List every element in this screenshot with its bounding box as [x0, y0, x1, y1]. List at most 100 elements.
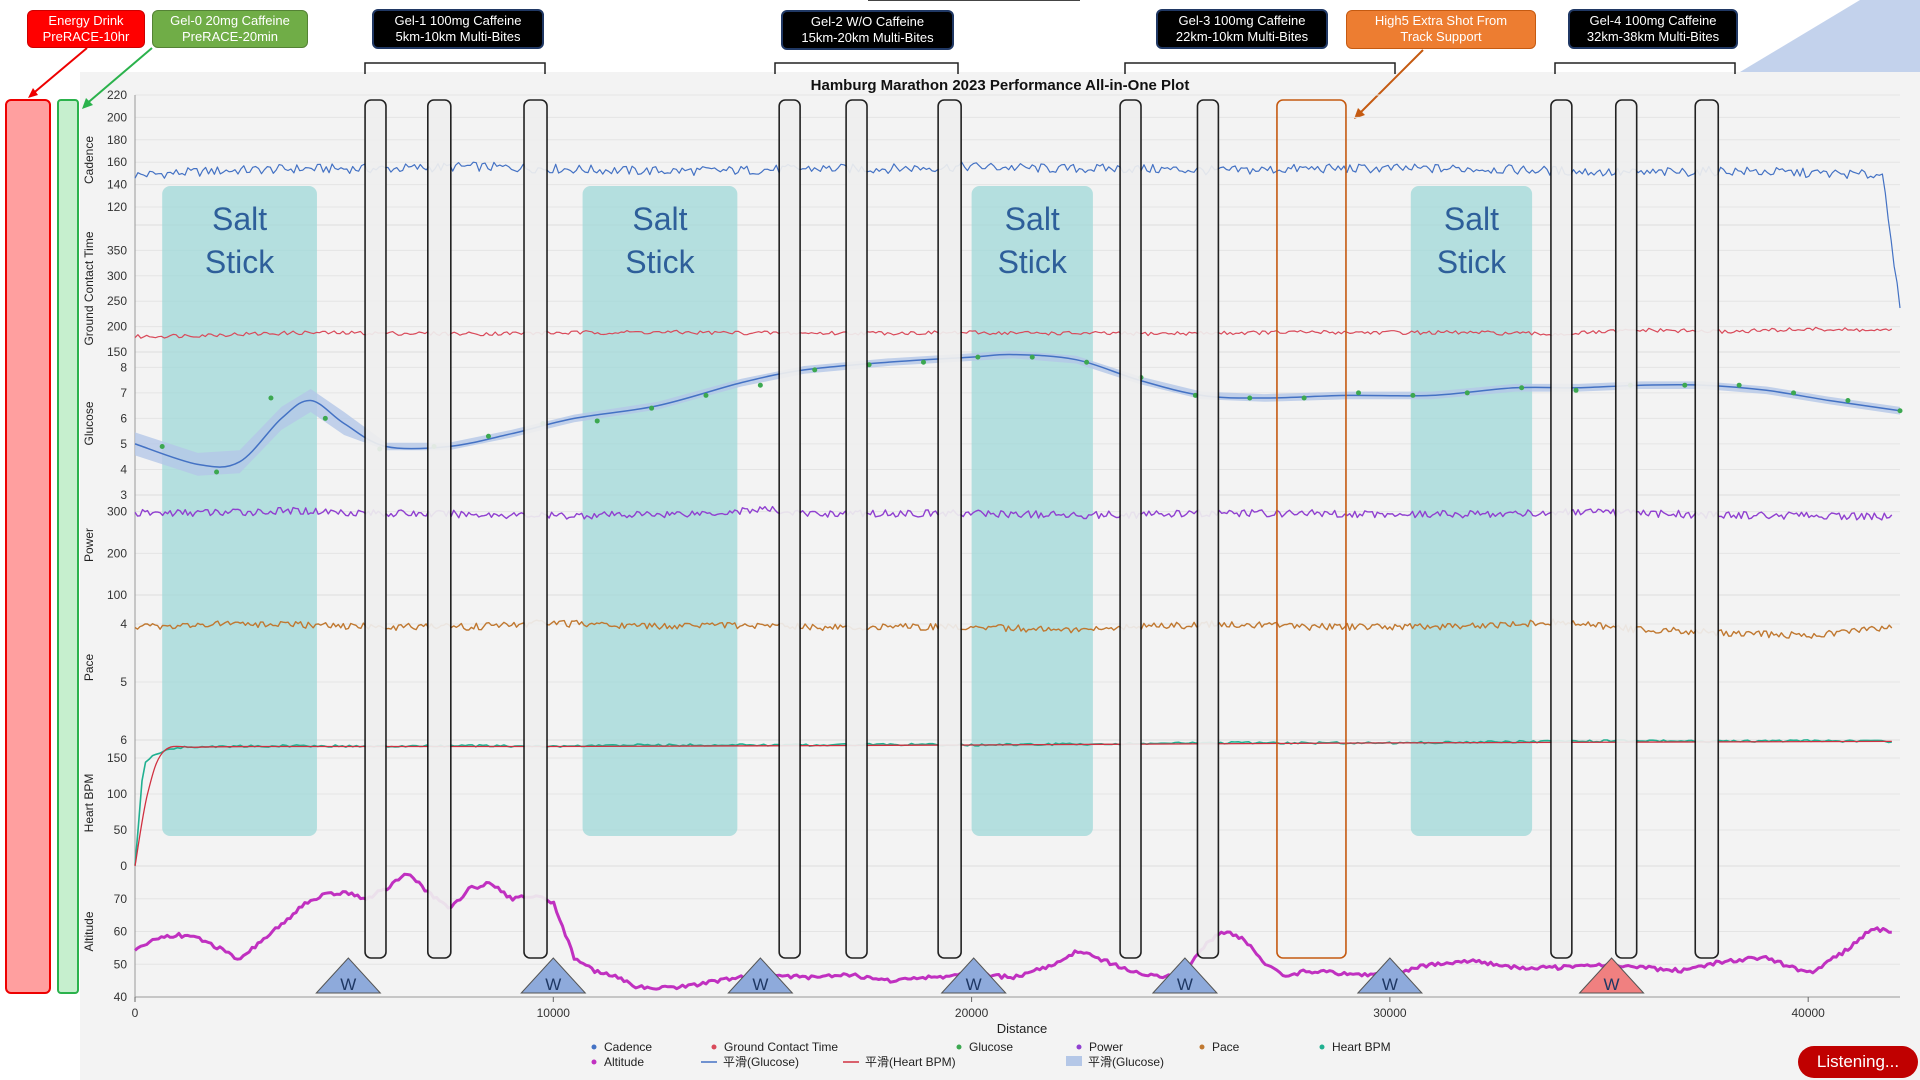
salt-stick-band	[162, 186, 317, 836]
glucose-point	[1192, 392, 1198, 398]
glucose-point	[1897, 408, 1903, 414]
y-tick-label: 4	[120, 617, 127, 631]
y-tick-label: 6	[120, 411, 127, 425]
glucose-point	[594, 418, 600, 424]
legend-marker	[711, 1044, 717, 1050]
arrowhead-gel-0	[82, 98, 93, 109]
callout-line: Gel-1 100mg Caffeine	[394, 13, 522, 28]
salt-stick-label: Salt	[1444, 201, 1499, 237]
callout-high5: High5 Extra Shot From Track Support	[1346, 10, 1536, 49]
y-axis-label: Cadence	[82, 136, 96, 184]
callout-gel-1: Gel-1 100mg Caffeine 5km-10km Multi-Bite…	[372, 9, 544, 49]
legend-marker	[956, 1044, 962, 1050]
y-tick-label: 160	[107, 155, 127, 169]
water-station-label: W	[1177, 975, 1193, 994]
salt-stick-band	[582, 186, 738, 836]
water-station	[1356, 957, 1424, 994]
legend-label: Cadence	[604, 1040, 652, 1054]
callout-brackets	[28, 47, 1736, 119]
arrow-energy-drink	[29, 47, 88, 97]
gel-marker	[1694, 99, 1720, 959]
glucose-point	[159, 443, 165, 449]
energy-drink-bar	[5, 99, 51, 994]
y-tick-label: 50	[114, 823, 128, 837]
legend-marker	[1076, 1044, 1082, 1050]
series-glucose-smooth	[134, 353, 1901, 468]
y-tick-label: 7	[120, 386, 127, 400]
callout-line: Gel-0 20mg Caffeine	[170, 13, 290, 28]
decor-triangle	[1740, 0, 1920, 72]
y-tick-label: 8	[120, 360, 127, 374]
legend-label: 平滑(Heart BPM)	[865, 1055, 956, 1069]
glucose-point	[1356, 390, 1362, 396]
y-axis-label: Pace	[82, 654, 96, 682]
legend-label: Heart BPM	[1332, 1040, 1391, 1054]
water-station	[727, 957, 794, 994]
x-tick-label: 30000	[1373, 1006, 1407, 1020]
callout-line: Track Support	[1400, 29, 1482, 44]
gel-marker	[523, 99, 548, 959]
gel-marker	[778, 99, 801, 959]
gel-marker	[845, 99, 868, 959]
x-tick-label: 0	[132, 1006, 139, 1020]
glucose-point	[757, 382, 763, 388]
callout-line: 15km-20km Multi-Bites	[801, 30, 934, 45]
glucose-point	[866, 362, 872, 368]
y-axis-label: Ground Contact Time	[82, 231, 96, 345]
glucose-point	[1519, 385, 1525, 391]
listening-button[interactable]: Listening...	[1798, 1046, 1918, 1078]
arrow-gel-0	[83, 47, 153, 107]
salt-stick-label: Salt	[212, 201, 267, 237]
glucose-point	[1084, 359, 1090, 365]
legend-marker	[591, 1059, 597, 1065]
y-tick-label: 0	[120, 859, 127, 873]
glucose-point	[1736, 382, 1742, 388]
y-tick-label: 180	[107, 133, 127, 147]
legend-label: Power	[1089, 1040, 1123, 1054]
glucose-point	[920, 359, 926, 365]
y-tick-label: 6	[120, 733, 127, 747]
y-tick-label: 5	[120, 675, 127, 689]
callout-bracket-2	[1124, 62, 1396, 74]
callout-gel-3: Gel-3 100mg Caffeine 22km-10km Multi-Bit…	[1156, 9, 1328, 49]
y-axis-label: Glucose	[82, 401, 96, 445]
water-station	[940, 957, 1007, 994]
water-station-label: W	[966, 975, 982, 994]
legend-marker	[1319, 1044, 1325, 1050]
callout-line: 5km-10km Multi-Bites	[395, 29, 521, 44]
glucose-point	[649, 405, 655, 411]
legend-marker	[1199, 1044, 1205, 1050]
y-tick-label: 40	[114, 990, 128, 1004]
y-tick-label: 120	[107, 200, 127, 214]
gel-marker	[1196, 99, 1220, 959]
gel-marker	[1550, 99, 1573, 959]
callout-line: PreRACE-10hr	[42, 29, 130, 44]
y-tick-label: 150	[107, 751, 127, 765]
glucose-point	[1247, 395, 1253, 401]
gel-marker	[937, 99, 962, 959]
y-tick-label: 5	[120, 437, 127, 451]
salt-stick-label: Salt	[632, 201, 687, 237]
y-axis-label: Power	[82, 528, 96, 562]
glucose-point	[1410, 392, 1416, 398]
y-tick-label: 200	[107, 320, 127, 334]
x-tick-label: 20000	[955, 1006, 989, 1020]
callout-line: Gel-4 100mg Caffeine	[1589, 13, 1717, 28]
salt-stick-band	[971, 186, 1093, 836]
callout-line: Energy Drink	[48, 13, 124, 28]
x-tick-label: 40000	[1791, 1006, 1825, 1020]
y-tick-label: 300	[107, 269, 127, 283]
water-station-label: W	[340, 975, 356, 994]
callout-gel-2: Gel-2 W/O Caffeine 15km-20km Multi-Bites	[781, 10, 954, 50]
water-station	[1578, 957, 1645, 994]
callout-bracket-3	[1554, 62, 1736, 74]
callout-line: PreRACE-20min	[181, 29, 279, 44]
salt-stick-label: Stick	[625, 244, 695, 280]
glucose-point	[975, 354, 981, 360]
callout-gel-0: Gel-0 20mg Caffeine PreRACE-20min	[152, 10, 308, 48]
glucose-point	[1682, 382, 1688, 388]
y-tick-label: 60	[114, 925, 128, 939]
y-tick-label: 350	[107, 243, 127, 257]
glucose-point	[1573, 387, 1579, 393]
